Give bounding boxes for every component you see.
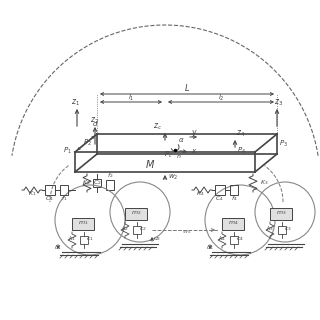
Text: $c_3$: $c_3$ [284, 225, 292, 233]
Text: $m_2$: $m_2$ [131, 209, 141, 217]
Bar [215, 185, 225, 195]
Text: d: d [92, 121, 97, 127]
Text: $u_2$: $u_2$ [153, 235, 161, 243]
Bar [133, 226, 141, 234]
Text: $c_2$: $c_2$ [139, 225, 147, 233]
Bar [278, 226, 286, 234]
Text: $w_2$: $w_2$ [168, 173, 178, 182]
Text: $P_c$: $P_c$ [164, 150, 172, 160]
Text: $K_4$: $K_4$ [196, 189, 204, 198]
Text: $z_3$: $z_3$ [275, 97, 284, 108]
Bar [72, 218, 94, 230]
Text: $u_4$: $u_4$ [206, 244, 214, 252]
Text: $m_4$: $m_4$ [228, 219, 238, 227]
Text: $P_1$: $P_1$ [63, 146, 72, 156]
Bar [106, 180, 114, 190]
Text: $k_4$: $k_4$ [218, 234, 226, 243]
Text: $k_2$: $k_2$ [121, 224, 129, 233]
Text: $f_1$: $f_1$ [61, 194, 68, 203]
Text: $m_1$: $m_1$ [78, 219, 88, 227]
Text: $\alpha$: $\alpha$ [178, 136, 185, 144]
Text: $C_4$: $C_4$ [45, 194, 54, 203]
Text: y: y [191, 128, 195, 137]
Text: $f_2$: $f_2$ [107, 171, 114, 180]
Text: $K_3$: $K_3$ [260, 178, 268, 187]
Text: $k_1$: $k_1$ [68, 234, 76, 243]
Text: $K_1$: $K_1$ [28, 189, 36, 198]
Text: $C_2$: $C_2$ [93, 178, 102, 187]
Bar [80, 236, 88, 244]
Text: $l_1$: $l_1$ [128, 93, 134, 103]
Text: $P_3$: $P_3$ [279, 139, 288, 149]
Text: $z_c$: $z_c$ [153, 121, 162, 132]
Text: $z_1$: $z_1$ [70, 97, 79, 108]
Text: $k_3$: $k_3$ [266, 224, 274, 233]
Bar [125, 208, 147, 220]
Bar [60, 185, 68, 195]
Text: n: n [177, 154, 181, 159]
Text: $w_4$: $w_4$ [182, 228, 192, 236]
Text: $c_1$: $c_1$ [86, 235, 94, 243]
Text: $P_2$: $P_2$ [83, 138, 92, 148]
Text: $K_2$: $K_2$ [82, 178, 91, 187]
Bar [93, 179, 101, 187]
Text: $m_3$: $m_3$ [276, 209, 286, 217]
Text: $u_1$: $u_1$ [54, 244, 62, 252]
Bar [45, 185, 55, 195]
Bar [230, 185, 238, 195]
Text: x: x [191, 148, 195, 154]
Text: $f_4$: $f_4$ [231, 194, 238, 203]
Text: $c_4$: $c_4$ [236, 235, 244, 243]
Text: $l_2$: $l_2$ [218, 93, 224, 103]
Bar [222, 218, 244, 230]
Text: M: M [146, 160, 154, 170]
Text: L: L [185, 84, 189, 93]
Text: $C_4$: $C_4$ [215, 194, 224, 203]
Text: $P_4$: $P_4$ [237, 146, 246, 156]
Text: $z_2$: $z_2$ [90, 115, 99, 125]
Bar [230, 236, 238, 244]
Bar [270, 208, 292, 220]
Text: $z_4$: $z_4$ [236, 128, 245, 139]
